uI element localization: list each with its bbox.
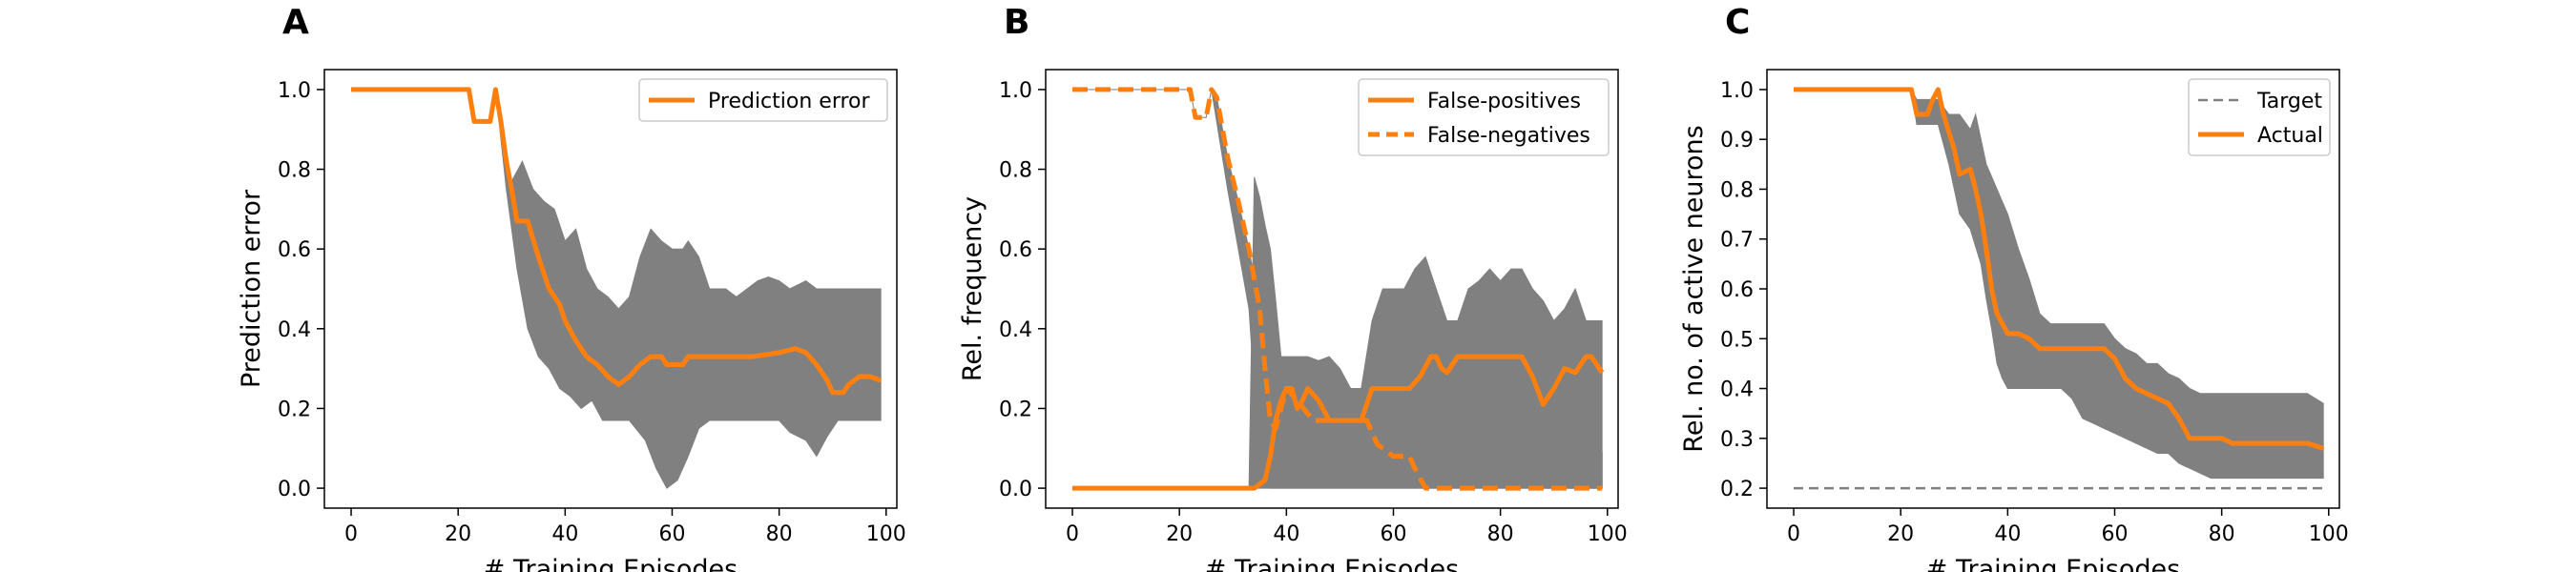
legend-label-b-2: False-negatives (1427, 124, 1590, 148)
x-tick-label: 40 (1994, 522, 2021, 546)
y-tick-label: 0.3 (1720, 428, 1754, 452)
x-tick-label: 100 (1588, 522, 1628, 546)
xticks-b: 0 20 40 60 80 100 (1066, 508, 1628, 546)
x-tick-label: 60 (1380, 522, 1406, 546)
y-tick-label: 0.8 (999, 159, 1032, 183)
x-tick-label: 40 (1273, 522, 1299, 546)
y-axis-label-a: Prediction error (237, 189, 266, 388)
yticks-a: 0.0 0.2 0.4 0.6 0.8 1.0 (278, 79, 324, 501)
x-axis-label-a: # Training Episodes (484, 555, 737, 572)
band-layer-c (1794, 89, 2324, 480)
legend-box-a (638, 78, 888, 122)
yticks-c: 0.2 0.3 0.4 0.5 0.6 0.7 0.8 0.9 1.0 (1720, 79, 1767, 501)
series-layer-b (1072, 87, 1605, 491)
series-line-b-2 (1072, 87, 1603, 491)
y-tick-label: 1.0 (1720, 79, 1754, 103)
x-tick-label: 100 (2309, 522, 2349, 546)
x-tick-label: 80 (1487, 522, 1514, 546)
legend-box-b (1358, 78, 1610, 156)
legend-items-b: False-positives False-negatives (1368, 90, 1590, 148)
y-axis-label-b: Rel. frequency (958, 196, 987, 381)
y-tick-label: 1.0 (278, 79, 311, 103)
legend-items-c: Target Actual (2198, 90, 2323, 148)
x-tick-label: 0 (1787, 522, 1800, 546)
axes-frame-a (323, 69, 898, 509)
series-layer-a (351, 87, 883, 396)
x-tick-label: 0 (1066, 522, 1079, 546)
x-tick-label: 20 (1166, 522, 1193, 546)
y-tick-label: 0.4 (1720, 378, 1754, 402)
y-tick-label: 0.6 (1720, 278, 1754, 302)
panel-c: C 0 20 40 60 80 100 0.2 0.3 0.4 0.5 0.6 0.7 0.8 0.9 1… (1679, 3, 2349, 572)
yticks-b: 0.0 0.2 0.4 0.6 0.8 1.0 (999, 79, 1046, 501)
x-axis-label-c: # Training Episodes (1926, 555, 2180, 572)
y-axis-label-c: Rel. no. of active neurons (1679, 125, 1709, 452)
axes-frame-b (1045, 69, 1619, 509)
x-tick-label: 20 (1887, 522, 1914, 546)
x-tick-label: 60 (2101, 522, 2128, 546)
y-tick-label: 0.0 (278, 478, 311, 501)
panel-letter-b: B (1004, 3, 1029, 42)
legend-label-c-2: Actual (2257, 124, 2323, 148)
std-band-b-1 (1072, 176, 1603, 489)
legend-items-a: Prediction error (649, 90, 870, 113)
x-tick-label: 0 (344, 522, 358, 546)
y-tick-label: 0.2 (278, 398, 311, 421)
y-tick-label: 0.8 (278, 159, 311, 183)
y-tick-label: 0.8 (1720, 178, 1754, 202)
x-tick-label: 80 (766, 522, 793, 546)
panel-b: B 0 20 40 60 80 100 0.0 0.2 0.4 0.6 0.8 1.0 # Trai… (958, 3, 1628, 572)
y-tick-label: 0.6 (278, 238, 311, 262)
x-tick-label: 20 (445, 522, 471, 546)
y-tick-label: 0.5 (1720, 328, 1754, 352)
y-tick-label: 0.2 (1720, 478, 1754, 501)
series-layer-c (1794, 87, 2324, 490)
y-tick-label: 0.9 (1720, 129, 1754, 153)
series-line-a-1 (351, 87, 883, 396)
y-tick-label: 0.7 (1720, 229, 1754, 253)
y-tick-label: 0.4 (999, 318, 1032, 342)
panel-a: A 0 20 40 60 80 100 0.0 0.2 0.4 0.6 0.8 1.0 # Trai… (237, 3, 906, 572)
y-tick-label: 1.0 (999, 79, 1032, 103)
std-band-a-1 (351, 89, 882, 489)
x-tick-label: 40 (551, 522, 578, 546)
legend-label-b-1: False-positives (1427, 90, 1581, 113)
y-tick-label: 0.0 (999, 478, 1032, 501)
legend-c: Target Actual (2188, 78, 2331, 156)
legend-a: Prediction error (638, 78, 888, 122)
series-line-c-2 (1794, 87, 2324, 451)
x-tick-label: 80 (2209, 522, 2235, 546)
x-axis-label-b: # Training Episodes (1205, 555, 1459, 572)
x-tick-label: 100 (866, 522, 906, 546)
y-tick-label: 0.4 (278, 318, 311, 342)
legend-label-a-1: Prediction error (708, 90, 870, 113)
y-tick-label: 0.2 (999, 398, 1032, 421)
legend-b: False-positives False-negatives (1358, 78, 1610, 156)
std-band-c-1 (1794, 89, 2324, 480)
y-tick-label: 0.6 (999, 238, 1032, 262)
x-tick-label: 60 (658, 522, 685, 546)
std-band-b-3 (1531, 452, 1603, 489)
legend-label-c-1: Target (2256, 90, 2322, 113)
xticks-a: 0 20 40 60 80 100 (344, 508, 906, 546)
panel-letter-a: A (282, 3, 309, 42)
panel-letter-c: C (1725, 3, 1750, 42)
band-layer-a (351, 89, 882, 489)
xticks-c: 0 20 40 60 80 100 (1787, 508, 2349, 546)
